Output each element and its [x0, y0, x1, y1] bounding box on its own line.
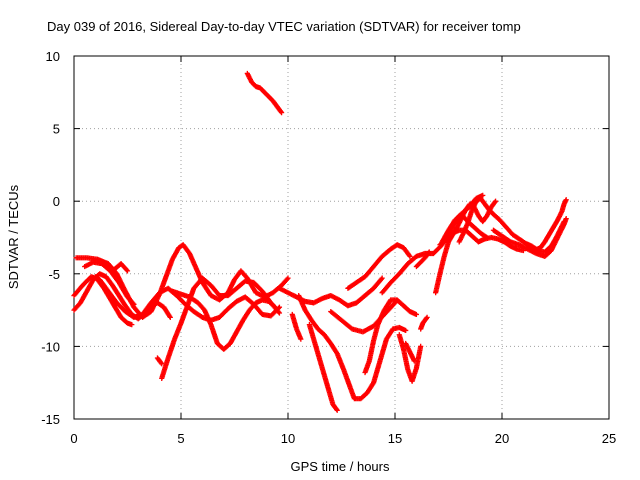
- data-point: [492, 198, 499, 204]
- data-series: [439, 211, 490, 245]
- data-point: [480, 192, 486, 198]
- y-tick-label: 10: [46, 49, 60, 64]
- data-point: [123, 267, 130, 273]
- data-point: [278, 110, 285, 116]
- tick-labels: 0 5 10 15 20 25 -15 -10 -5 0 5 10: [41, 49, 616, 446]
- data-point: [131, 301, 137, 307]
- y-tick-label: 0: [53, 194, 60, 209]
- data-point: [298, 336, 304, 342]
- data-point: [159, 361, 165, 367]
- y-tick-label: -10: [41, 339, 60, 354]
- y-axis-label: SDTVAR / TECUs: [6, 184, 21, 289]
- data-point: [130, 300, 136, 306]
- data-series: [244, 70, 285, 116]
- data-point: [285, 275, 291, 281]
- data-point: [284, 276, 290, 282]
- data-point: [129, 322, 135, 328]
- x-tick-label: 10: [281, 431, 295, 446]
- data-series: [362, 297, 419, 376]
- data-series: [169, 288, 278, 352]
- data-point: [413, 311, 419, 318]
- data-point: [563, 216, 569, 222]
- x-tick-label: 15: [388, 431, 402, 446]
- x-tick-label: 5: [177, 431, 184, 446]
- data-point: [424, 314, 430, 320]
- data-point: [333, 406, 340, 412]
- y-tick-label: -15: [41, 412, 60, 427]
- data-point: [407, 253, 413, 259]
- data-point: [418, 343, 424, 349]
- data-point: [411, 358, 417, 364]
- data-point: [275, 309, 282, 315]
- data-point: [426, 249, 432, 255]
- data-point: [271, 303, 277, 309]
- data-point: [167, 314, 173, 320]
- data-series: [413, 249, 432, 270]
- data-point: [425, 250, 432, 256]
- data-point: [276, 310, 283, 316]
- data-series: [433, 198, 499, 296]
- data-series: [525, 197, 569, 254]
- x-axis-label: GPS time / hours: [291, 459, 390, 474]
- data-points: [71, 70, 569, 413]
- axis-ticks: [73, 55, 610, 420]
- x-tick-label: 20: [495, 431, 509, 446]
- data-series: [403, 340, 417, 364]
- data-series: [154, 355, 165, 367]
- data-series: [490, 216, 569, 259]
- data-series: [97, 258, 131, 274]
- data-series: [289, 311, 304, 342]
- data-point: [278, 109, 284, 115]
- data-series: [396, 332, 424, 384]
- data-series: [159, 275, 283, 381]
- data-point: [423, 315, 429, 321]
- data-point: [379, 275, 385, 281]
- data-point: [272, 304, 278, 310]
- plot-frame: [73, 55, 610, 420]
- data-series: [306, 322, 340, 413]
- data-point: [334, 407, 340, 413]
- y-tick-label: 5: [53, 122, 60, 137]
- data-point: [483, 234, 489, 240]
- data-point: [124, 268, 131, 274]
- data-point: [563, 197, 569, 203]
- data-series: [345, 242, 413, 291]
- x-tick-label: 25: [602, 431, 616, 446]
- data-series: [92, 274, 135, 328]
- grid: [74, 56, 609, 419]
- y-tick-label: -5: [48, 267, 60, 282]
- data-point: [158, 360, 164, 366]
- data-point: [403, 327, 409, 334]
- data-series: [71, 271, 173, 322]
- data-series: [276, 275, 385, 309]
- chart-title: Day 039 of 2016, Sidereal Day-to-day VTE…: [47, 19, 521, 34]
- data-series: [418, 314, 430, 332]
- data-point: [492, 199, 498, 205]
- data-point: [378, 276, 384, 282]
- x-tick-label: 0: [70, 431, 77, 446]
- data-series: [296, 292, 409, 402]
- data-point: [484, 234, 490, 241]
